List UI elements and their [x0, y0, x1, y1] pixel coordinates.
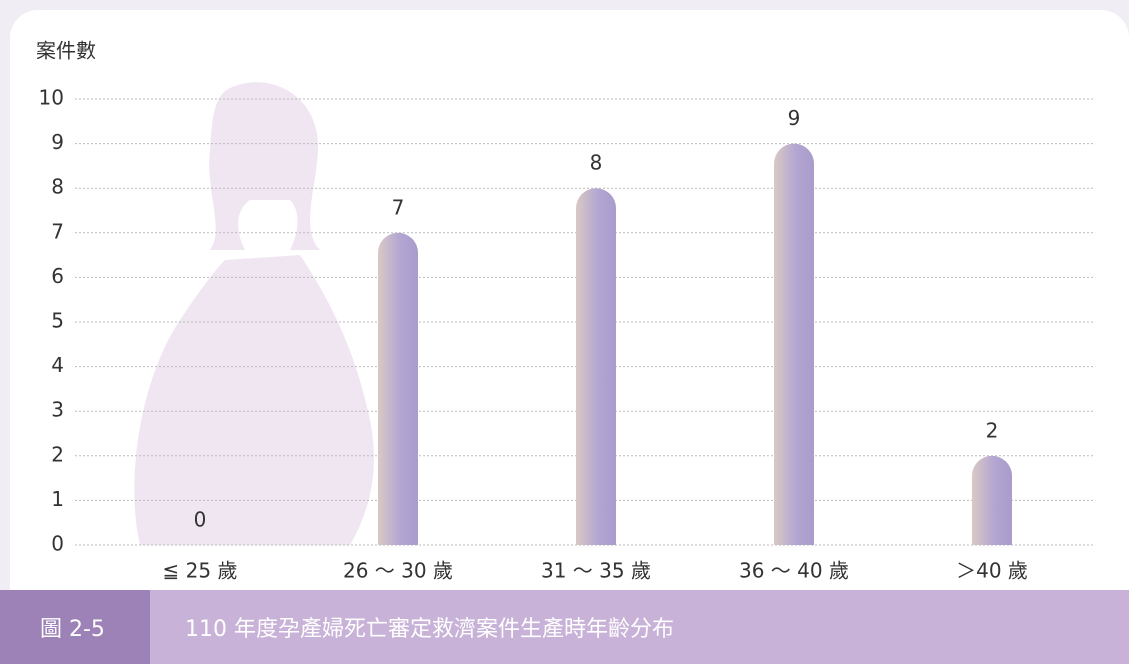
y-tick-label: 3	[51, 398, 64, 422]
value-label: 0	[194, 508, 207, 532]
y-tick-label: 4	[51, 353, 64, 377]
y-tick-label: 7	[51, 219, 64, 243]
bar	[576, 188, 616, 545]
y-tick-label: 10	[39, 86, 64, 110]
x-tick-label: 36 ～ 40 歲	[739, 559, 849, 583]
y-axis-label: 案件數	[36, 39, 96, 63]
value-label: 9	[788, 106, 801, 130]
y-tick-label: 5	[51, 309, 64, 333]
y-tick-label: 0	[51, 532, 64, 556]
y-tick-label: 8	[51, 175, 64, 199]
caption-label-box	[0, 590, 150, 664]
value-label: 7	[392, 195, 405, 219]
y-tick-label: 1	[51, 487, 64, 511]
bar	[774, 143, 814, 545]
x-tick-label: 31 ～ 35 歲	[541, 559, 651, 583]
chart-title: 110 年度孕產婦死亡審定救濟案件生產時年齡分布	[185, 617, 674, 642]
y-tick-label: 2	[51, 442, 64, 466]
x-tick-label: ＞40 歲	[956, 559, 1028, 583]
bar	[378, 232, 418, 546]
y-tick-label: 9	[51, 130, 64, 154]
figure-label: 圖 2-5	[40, 617, 105, 642]
bar	[972, 455, 1012, 545]
caption-bar	[0, 590, 1129, 664]
silhouette	[134, 82, 374, 545]
value-label: 8	[590, 151, 603, 175]
y-tick-label: 6	[51, 264, 64, 288]
x-tick-label: ≦ 25 歲	[163, 559, 238, 583]
x-tick-label: 26 ～ 30 歲	[343, 559, 453, 583]
value-label: 2	[986, 418, 999, 442]
